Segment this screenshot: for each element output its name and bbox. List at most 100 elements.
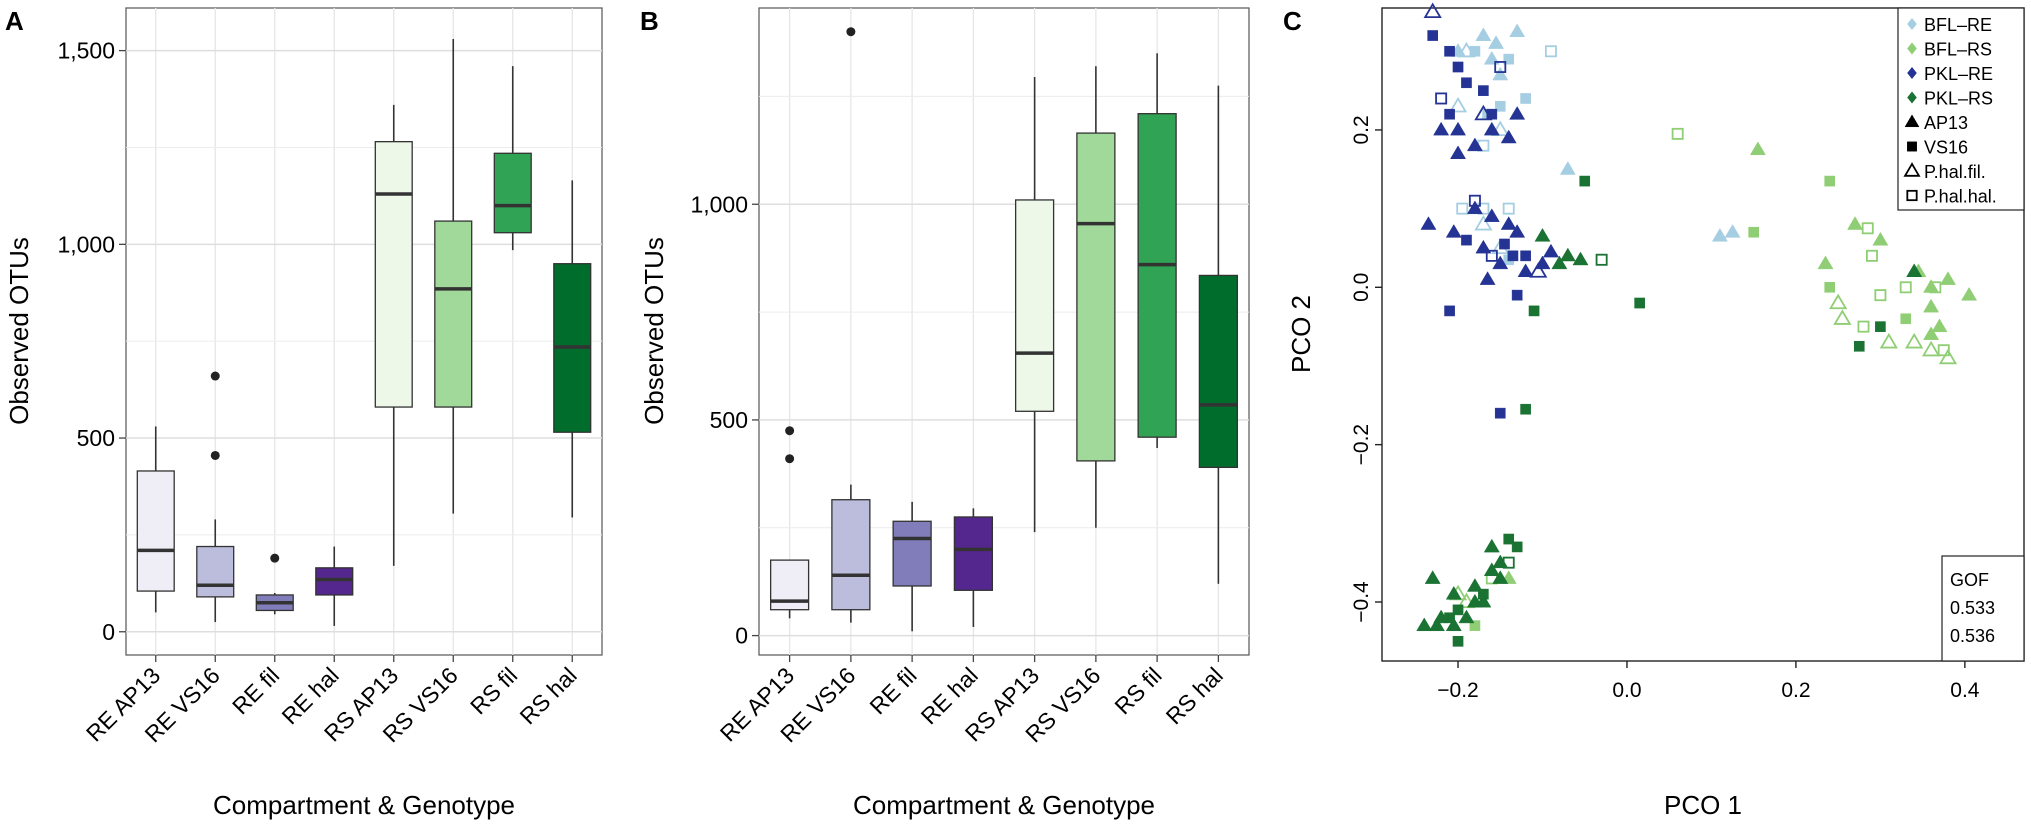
- y-tick-label: 1,000: [57, 231, 115, 257]
- open-triangle-point: [1474, 104, 1493, 121]
- panel-a-y-axis-label: Observed OTUs: [4, 237, 34, 425]
- open-square-point: [1544, 45, 1557, 58]
- panel-b-letter: B: [640, 6, 659, 36]
- triangle-point: [1416, 617, 1433, 632]
- triangle-point: [1466, 593, 1483, 608]
- diamond-marker: [1907, 18, 1917, 30]
- square-point: [1444, 305, 1455, 317]
- x-tick-label: RS fil: [1109, 662, 1166, 719]
- panel-c-y-axis-label: PCO 2: [1286, 295, 1316, 373]
- square-point: [1452, 636, 1464, 647]
- y-tick-label: 500: [77, 425, 115, 451]
- open-square-point: [1671, 127, 1684, 140]
- panel-a-x-axis-label: Compartment & Genotype: [213, 790, 515, 820]
- square-point: [1520, 403, 1531, 415]
- panel-c-x-axis-label: PCO 1: [1664, 790, 1742, 820]
- open-triangle-point: [1457, 41, 1476, 58]
- box-iqr: [196, 545, 235, 598]
- box-re-hal: [315, 546, 354, 626]
- open-square-point: [1468, 194, 1481, 207]
- open-square-point: [1861, 222, 1874, 235]
- triangle-point: [1923, 326, 1940, 340]
- x-tick-label: 0.2: [1781, 679, 1810, 702]
- triangle-point: [1466, 137, 1483, 152]
- triangle-point: [1483, 562, 1500, 576]
- series-bfl-rs: [1448, 127, 1978, 631]
- series-pkl-rs: [1416, 175, 1923, 647]
- panel-b-x-axis-label: Compartment & Genotype: [853, 790, 1155, 820]
- legend-item-ap13: AP13: [1904, 113, 1968, 133]
- y-tick-label: 1,500: [57, 38, 115, 64]
- legend-label: PKL–RS: [1924, 89, 1993, 109]
- panel-c-x-ticks: −0.2 0.0 0.2 0.4: [1437, 661, 1980, 702]
- box-re-ap13: [136, 426, 175, 613]
- square-point: [1528, 305, 1540, 317]
- triangle-point: [1420, 216, 1437, 230]
- legend-item-bfl-re: BFL–RE: [1907, 15, 1992, 35]
- diamond-marker: [1907, 42, 1917, 55]
- square-point: [1875, 321, 1886, 332]
- outlier-point: [785, 454, 795, 464]
- box-iqr: [831, 499, 871, 611]
- x-tick-label: −0.2: [1437, 679, 1478, 702]
- box-re-vs16: [196, 371, 235, 623]
- outlier-point: [210, 371, 220, 381]
- square-point: [1748, 226, 1760, 238]
- panel-a-letter: A: [5, 6, 24, 36]
- box-rs-vs16: [434, 38, 473, 514]
- triangle-point: [1500, 216, 1517, 230]
- triangle-point: [1450, 121, 1467, 136]
- triangle-point: [1509, 224, 1526, 238]
- open-triangle-point: [1833, 309, 1852, 325]
- square-point: [1478, 588, 1489, 600]
- square-point: [1444, 108, 1455, 120]
- square-point: [1824, 281, 1836, 293]
- legend-item-p-hal-hal-: P.hal.hal.: [1906, 187, 1997, 207]
- y-tick-label: 500: [710, 407, 748, 433]
- triangle-point: [1483, 208, 1500, 222]
- square-point: [1507, 250, 1519, 262]
- box-rs-vs16: [1076, 66, 1116, 528]
- panel-c-gof: GOF 0.533 0.536: [1941, 555, 2025, 662]
- open-triangle-point: [1448, 96, 1468, 113]
- square-point: [1499, 238, 1510, 250]
- open-triangle-point: [1474, 214, 1493, 231]
- triangle-point: [1724, 224, 1741, 238]
- box-iqr: [1076, 132, 1116, 462]
- triangle-point: [1923, 298, 1940, 313]
- square-point: [1511, 289, 1523, 301]
- legend-item-p-hal-fil-: P.hal.fil.: [1903, 162, 1986, 182]
- triangle-point: [1572, 251, 1589, 266]
- triangle-point: [1488, 35, 1505, 49]
- panel-c-legend-items: BFL–RE BFL–RS PKL–RE PKL–RS AP13 VS16 P.hal.fi…: [1903, 15, 1997, 207]
- panel-b-y-ticks: 0 500 1,000: [690, 191, 759, 649]
- open-square-point: [1456, 202, 1469, 215]
- open-triangle-point: [1457, 592, 1476, 609]
- panel-c-letter: C: [1283, 6, 1302, 36]
- open-square-point: [1502, 556, 1515, 569]
- triangle-point: [1428, 617, 1445, 632]
- outlier-point: [785, 426, 795, 436]
- triangle-point: [1483, 538, 1500, 553]
- square-point: [1900, 313, 1912, 325]
- open-triangle-point: [1529, 262, 1548, 278]
- panel-c-points: [1416, 2, 1978, 647]
- open-square-point: [1595, 253, 1608, 266]
- open-square-point: [1899, 281, 1912, 294]
- x-tick-label: RS hal: [515, 662, 582, 729]
- triangle-point: [1961, 287, 1978, 301]
- legend-label: BFL–RS: [1924, 40, 1992, 60]
- triangle-point: [1551, 255, 1568, 270]
- outlier-point: [210, 450, 220, 460]
- box-iqr: [374, 141, 413, 408]
- square-point: [1634, 297, 1645, 309]
- square-point: [1907, 141, 1917, 152]
- triangle-point: [1559, 247, 1576, 262]
- triangle-point: [1500, 129, 1517, 144]
- box-re-hal: [953, 508, 994, 627]
- box-rs-hal: [553, 180, 592, 518]
- triangle-point: [1424, 570, 1441, 584]
- legend-label: P.hal.fil.: [1924, 162, 1986, 182]
